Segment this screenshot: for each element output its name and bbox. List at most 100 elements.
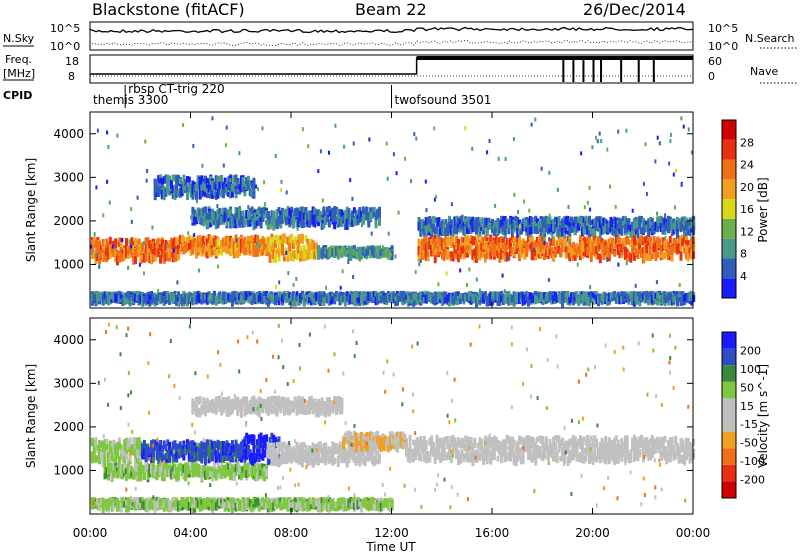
data-cell <box>378 218 381 226</box>
data-cell <box>225 143 227 147</box>
data-cell <box>680 116 682 120</box>
data-cell <box>505 157 507 161</box>
data-cell <box>617 263 619 267</box>
data-cell <box>517 210 519 214</box>
data-cell <box>202 216 204 220</box>
data-cell <box>95 291 97 295</box>
data-cell <box>683 125 685 129</box>
nave-bar <box>572 60 574 82</box>
data-cell <box>146 179 148 183</box>
data-cell <box>192 144 194 148</box>
data-cell <box>281 180 283 184</box>
data-cell <box>168 455 171 463</box>
data-cell <box>489 139 491 143</box>
nave-bar <box>582 60 584 82</box>
data-cell <box>486 150 488 154</box>
data-cell <box>419 292 421 296</box>
data-cell <box>502 274 504 278</box>
data-cell <box>615 205 617 209</box>
data-cell <box>280 188 282 192</box>
data-cell <box>127 266 129 270</box>
data-cell <box>513 137 515 141</box>
data-cell <box>143 241 145 245</box>
data-cell <box>680 252 683 260</box>
data-cell <box>494 204 496 208</box>
data-cell <box>670 133 672 137</box>
data-cell <box>196 199 198 203</box>
data-cell <box>557 188 559 192</box>
data-cell <box>393 152 395 156</box>
data-cell <box>150 291 152 295</box>
data-cell <box>257 187 259 191</box>
data-cell <box>263 180 265 184</box>
data-cell <box>659 141 661 145</box>
data-cell <box>385 252 387 256</box>
data-cell <box>533 248 535 252</box>
data-cell <box>278 280 280 284</box>
data-cell <box>220 175 223 182</box>
data-cell <box>95 253 97 257</box>
data-cell <box>237 189 239 193</box>
data-cell <box>396 171 398 175</box>
data-cell <box>424 291 426 295</box>
data-cell <box>674 205 676 209</box>
data-cell <box>668 162 670 166</box>
data-cell <box>128 240 130 244</box>
data-cell <box>568 205 570 209</box>
data-cell <box>471 147 473 151</box>
data-cell <box>681 183 683 187</box>
freq-left-tick-low: 8 <box>68 70 75 83</box>
data-cell <box>206 439 209 446</box>
data-cell <box>606 148 608 152</box>
data-cell <box>242 188 244 192</box>
data-cell <box>629 253 632 262</box>
data-cell <box>325 286 327 290</box>
data-cell <box>195 191 198 200</box>
date-label: 26/Dec/2014 <box>583 0 686 19</box>
data-cell <box>466 283 468 287</box>
data-cell <box>276 235 279 244</box>
freq-label-line2: [MHz] <box>3 67 35 80</box>
data-cell <box>577 263 579 267</box>
data-cell <box>217 294 219 298</box>
data-cell <box>144 140 146 144</box>
data-cell <box>654 159 656 163</box>
data-cell <box>498 157 500 161</box>
freq-right-tick-high: 60 <box>708 55 722 68</box>
data-cell <box>229 178 231 182</box>
data-cell <box>334 124 336 128</box>
freq-left-tick-high: 18 <box>65 55 79 68</box>
data-cell <box>285 251 287 255</box>
data-cell <box>468 267 470 271</box>
data-cell <box>286 191 288 195</box>
data-cell <box>209 295 211 299</box>
data-cell <box>102 213 104 217</box>
data-cell <box>435 195 437 199</box>
data-cell <box>525 246 528 255</box>
data-cell <box>231 456 234 462</box>
data-cell <box>287 271 289 275</box>
data-cell <box>513 193 515 197</box>
data-cell <box>188 177 191 183</box>
data-cell <box>675 169 677 173</box>
data-cell <box>548 171 550 175</box>
data-cell <box>361 223 363 227</box>
data-cell <box>673 173 675 177</box>
data-cell <box>328 151 330 155</box>
data-cell <box>223 164 225 168</box>
data-cell <box>635 284 637 288</box>
data-cell <box>569 241 571 245</box>
data-cell <box>267 211 270 217</box>
data-cell <box>252 183 255 191</box>
data-cell <box>295 277 297 281</box>
data-cell <box>121 238 123 242</box>
data-cell <box>343 145 345 149</box>
data-cell <box>262 126 264 130</box>
data-cell <box>656 212 658 216</box>
data-cell <box>613 251 616 257</box>
data-cell <box>272 211 275 221</box>
cpid-entry-label: twofsound 3501 <box>395 93 492 107</box>
data-cell <box>543 236 545 240</box>
data-cell <box>584 205 586 209</box>
